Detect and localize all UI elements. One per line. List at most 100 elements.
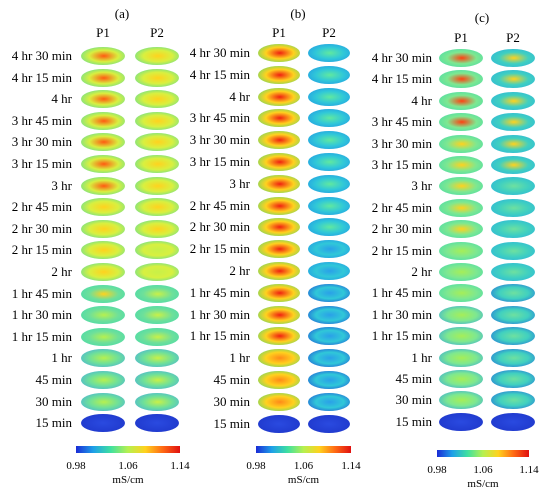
row-label: 4 hr — [229, 88, 250, 104]
conductivity-map — [439, 113, 483, 132]
conductivity-map — [439, 49, 483, 67]
conductivity-map — [81, 111, 125, 130]
conductivity-map — [258, 65, 300, 84]
row-label: 30 min — [213, 393, 250, 409]
conductivity-map — [81, 155, 125, 173]
conductivity-map — [81, 414, 125, 433]
conductivity-map — [258, 240, 300, 259]
row-label: 1 hr 30 min — [371, 306, 432, 322]
row-label: 45 min — [395, 371, 432, 386]
row-label: 1 hr 15 min — [371, 328, 432, 344]
conductivity-map — [135, 198, 179, 217]
row-label: 2 hr 30 min — [11, 220, 72, 236]
conductivity-map — [258, 174, 300, 193]
row-label: 4 hr 30 min — [371, 50, 432, 65]
conductivity-map — [81, 263, 125, 281]
panel-label: (c) — [474, 10, 490, 25]
conductivity-map — [135, 133, 179, 152]
colorbar-unit: mS/cm — [287, 474, 320, 486]
conductivity-map — [308, 240, 350, 259]
conductivity-map — [81, 219, 125, 238]
conductivity-map — [81, 176, 125, 195]
conductivity-map — [308, 218, 350, 237]
row-label: 2 hr 45 min — [189, 197, 250, 213]
conductivity-map — [81, 241, 125, 260]
conductivity-map — [439, 134, 483, 153]
conductivity-map — [491, 241, 535, 260]
conductivity-map — [258, 196, 300, 215]
conductivity-map — [81, 349, 125, 368]
row-label: 2 hr — [411, 264, 432, 279]
conductivity-map — [135, 349, 179, 368]
conductivity-map — [439, 370, 483, 388]
row-label: 1 hr 45 min — [11, 285, 72, 301]
conductivity-map — [308, 283, 350, 302]
conductivity-map — [491, 156, 535, 174]
conductivity-map — [439, 177, 483, 196]
row-label: 3 hr 15 min — [371, 157, 432, 172]
row-label: 4 hr 15 min — [11, 69, 72, 85]
conductivity-map — [258, 131, 300, 150]
row-label: 3 hr 45 min — [189, 110, 250, 126]
conductivity-map — [258, 392, 300, 411]
row-label: 4 hr 30 min — [189, 45, 250, 60]
conductivity-map — [308, 196, 350, 215]
row-label: 45 min — [35, 372, 72, 387]
conductivity-map — [135, 47, 179, 65]
colorbar — [256, 446, 351, 453]
conductivity-map — [439, 198, 483, 217]
row-label: 1 hr 30 min — [11, 307, 72, 323]
row-label: 4 hr 15 min — [371, 71, 432, 87]
colorbar-tick: 1.06 — [293, 460, 314, 472]
colorbar-tick: 0.98 — [246, 460, 266, 472]
conductivity-map — [135, 68, 179, 87]
conductivity-map — [491, 49, 535, 67]
conductivity-map — [439, 327, 483, 346]
conductivity-map — [491, 134, 535, 153]
row-label: 2 hr 45 min — [371, 199, 432, 215]
conductivity-map — [308, 414, 350, 433]
column-header: P1 — [96, 25, 110, 40]
conductivity-map — [135, 327, 179, 346]
colorbar — [437, 450, 529, 457]
colorbar-tick: 1.14 — [341, 460, 361, 472]
conductivity-map — [135, 90, 179, 109]
conductivity-map — [439, 284, 483, 303]
row-label: 4 hr — [411, 92, 432, 108]
conductivity-map — [439, 412, 483, 431]
row-label: 2 hr 15 min — [371, 242, 432, 258]
row-label: 2 hr 30 min — [189, 219, 250, 235]
conductivity-map — [135, 263, 179, 281]
colorbar-tick: 0.98 — [66, 460, 86, 472]
row-label: 1 hr 15 min — [11, 328, 72, 344]
row-label: 2 hr 45 min — [11, 199, 72, 215]
conductivity-map — [491, 263, 535, 281]
conductivity-map — [308, 349, 350, 368]
conductivity-map — [439, 70, 483, 89]
conductivity-map — [258, 327, 300, 346]
colorbar-tick: 1.06 — [118, 460, 138, 472]
conductivity-map — [491, 113, 535, 132]
conductivity-map — [308, 87, 350, 106]
conductivity-map — [491, 370, 535, 388]
colorbar-tick: 0.98 — [427, 464, 447, 476]
conductivity-map — [439, 391, 483, 410]
row-label: 3 hr 15 min — [11, 156, 72, 171]
conductivity-map — [308, 174, 350, 193]
conductivity-map — [258, 349, 300, 368]
column-header: P2 — [506, 30, 520, 45]
colorbar-unit: mS/cm — [112, 474, 144, 486]
row-label: 1 hr — [411, 349, 432, 365]
conductivity-map — [491, 348, 535, 367]
conductivity-map — [439, 156, 483, 174]
conductivity-map — [258, 87, 300, 106]
row-label: 1 hr 45 min — [371, 285, 432, 301]
row-label: 3 hr 30 min — [371, 135, 432, 151]
conductivity-map — [439, 348, 483, 367]
conductivity-map — [308, 305, 350, 324]
colorbar-tick: 1.14 — [519, 464, 539, 476]
row-label: 3 hr 30 min — [11, 134, 72, 150]
conductivity-map — [439, 241, 483, 260]
row-label: 15 min — [213, 415, 250, 431]
conductivity-map — [258, 283, 300, 302]
